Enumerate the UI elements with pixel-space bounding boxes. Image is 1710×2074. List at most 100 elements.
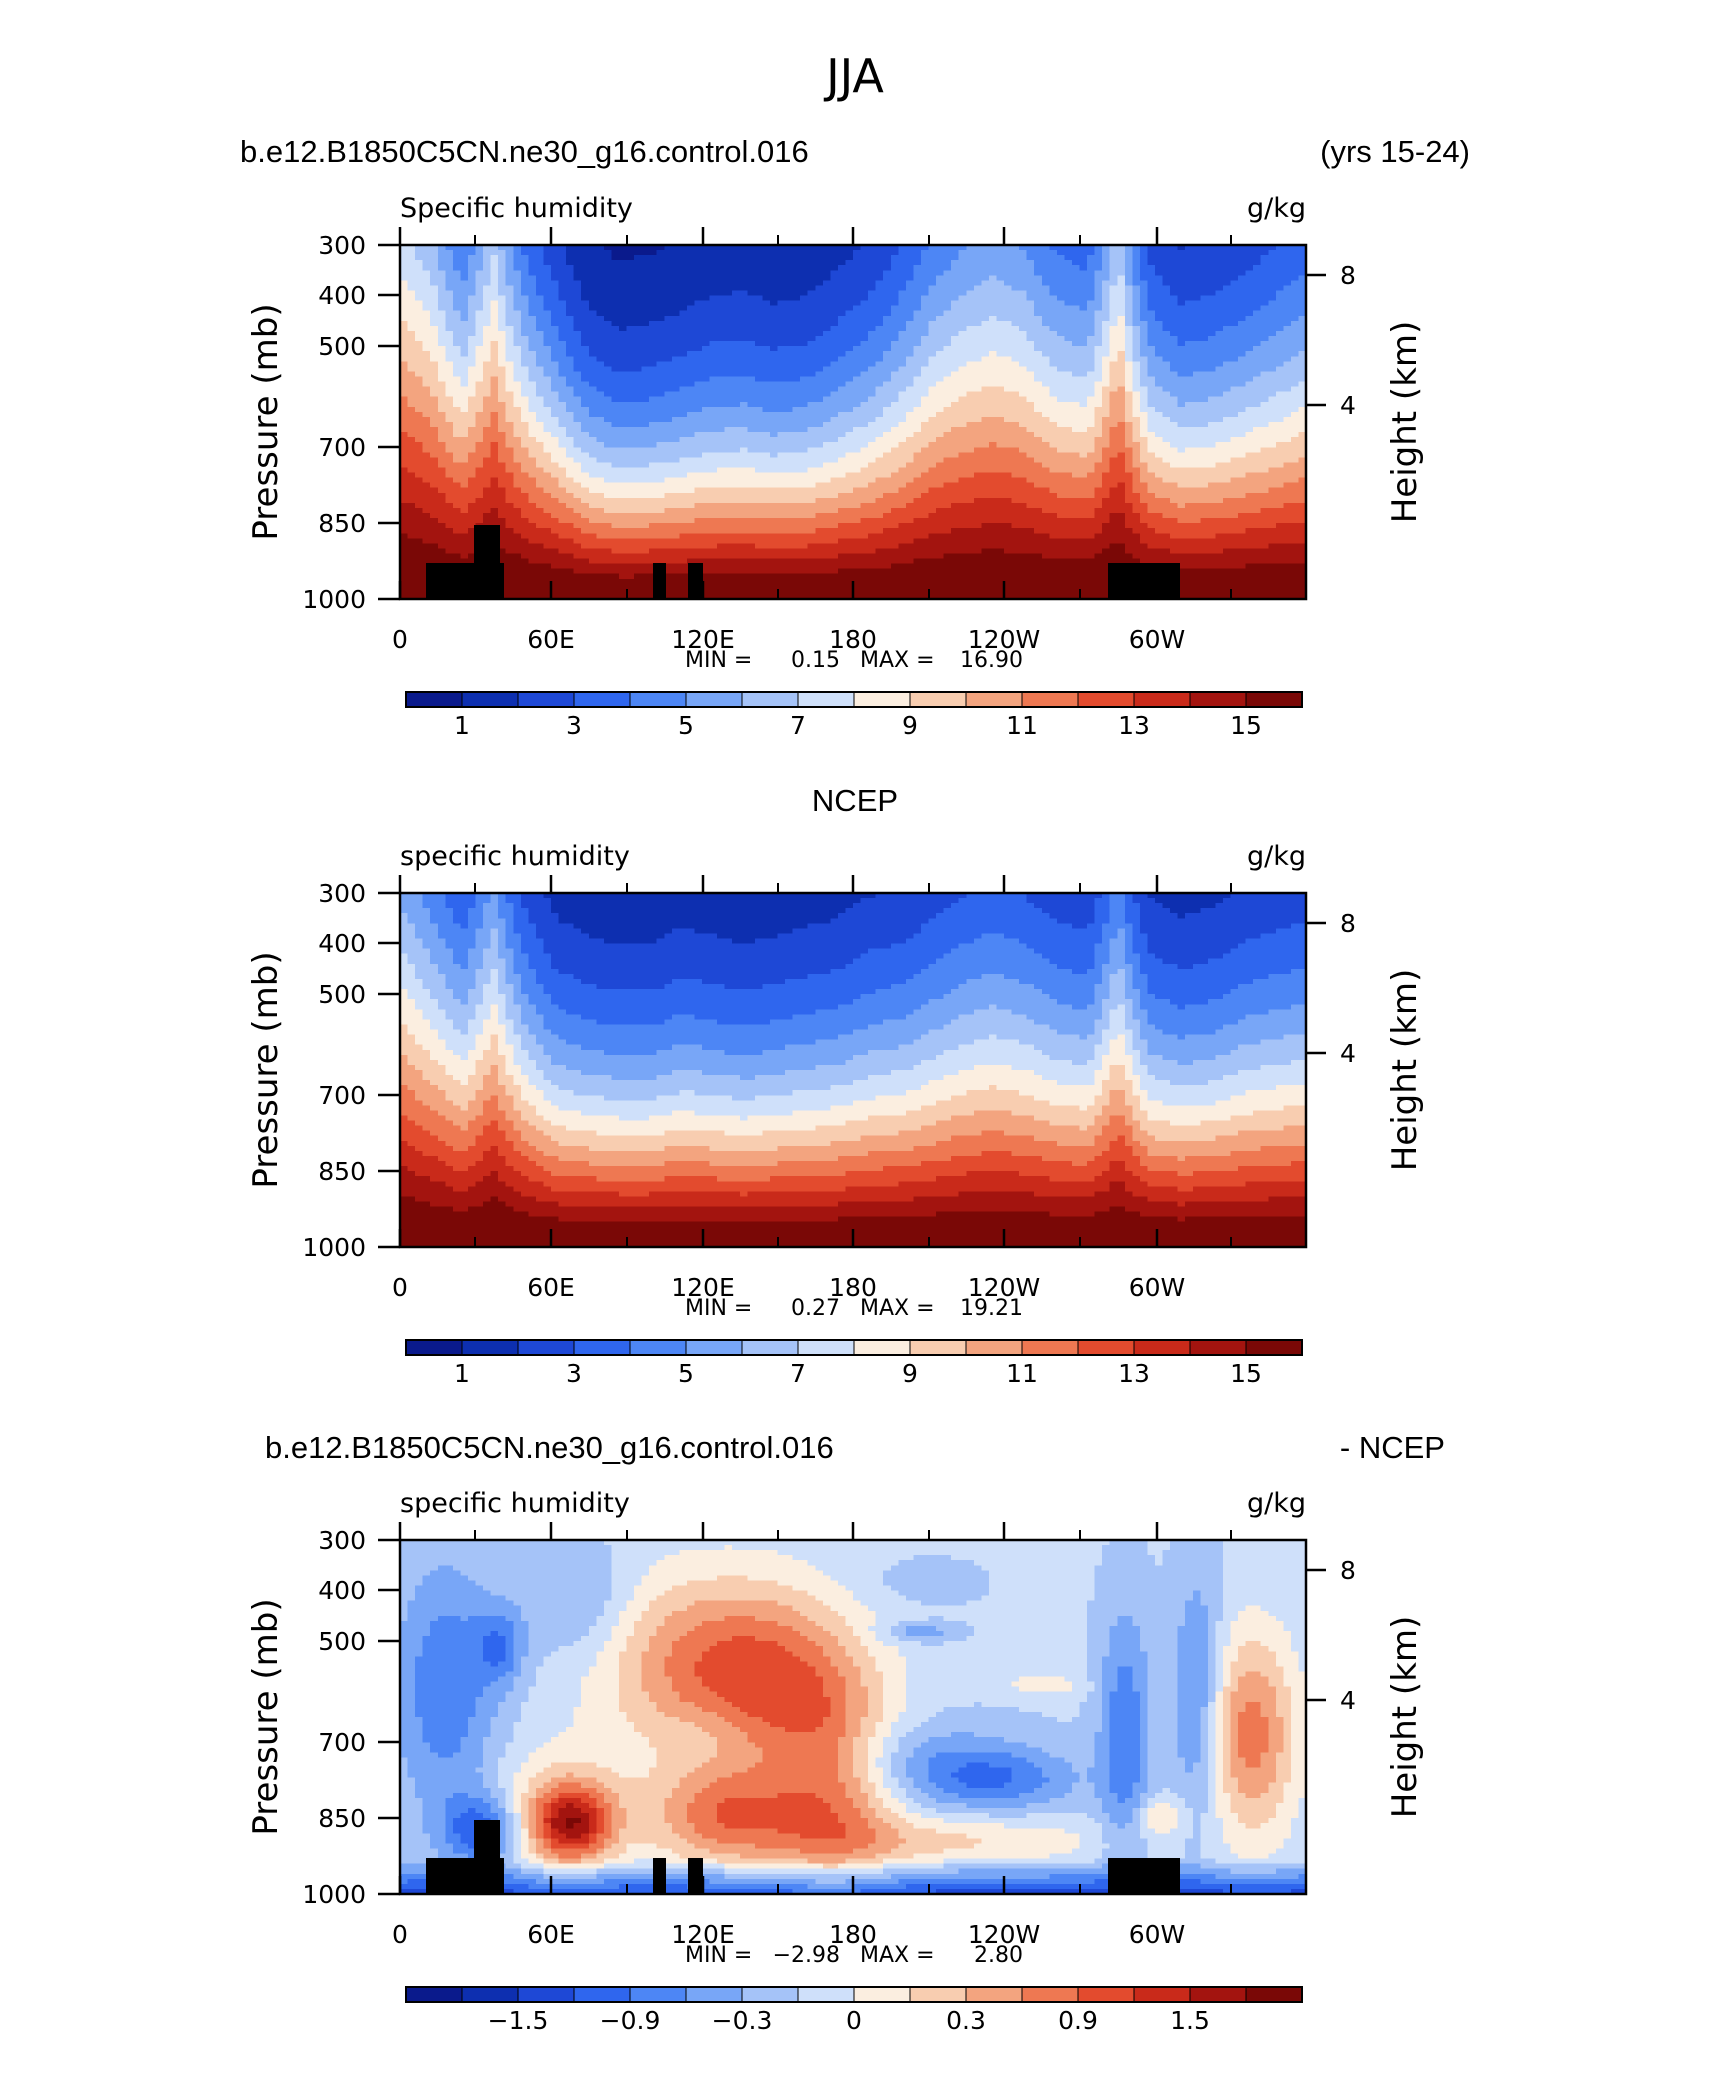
height-tick-label: 4 [1340, 1686, 1356, 1715]
height-tick-label: 8 [1340, 261, 1356, 290]
colorbar-box [742, 692, 798, 707]
colorbar-label: −0.3 [712, 2006, 773, 2035]
colorbar-label: 7 [790, 711, 806, 740]
topography-mask [1108, 563, 1180, 599]
colorbar-label: 7 [790, 1359, 806, 1388]
panel-2-variable: specific humidity [400, 841, 630, 872]
pressure-tick-label: 400 [318, 281, 366, 310]
colorbar-box [798, 1340, 854, 1355]
panel-1-variable: Specific humidity [400, 193, 633, 224]
colorbar-box [686, 1987, 742, 2002]
topography-mask [474, 1820, 500, 1894]
colorbar-box [462, 1987, 518, 2002]
panel-2-colorbar [406, 1340, 1302, 1355]
colorbar-label: 13 [1118, 1359, 1150, 1388]
longitude-tick-label: 0 [392, 625, 408, 654]
colorbar-label: −1.5 [488, 2006, 549, 2035]
pressure-tick-label: 500 [318, 1627, 366, 1656]
height-tick-label: 8 [1340, 1556, 1356, 1585]
height-tick-label: 4 [1340, 391, 1356, 420]
pressure-tick-label: 300 [318, 879, 366, 908]
colorbar-box [742, 1987, 798, 2002]
colorbar-box [966, 692, 1022, 707]
panel-3-colorbar [406, 1987, 1302, 2002]
colorbar-box [1134, 1987, 1190, 2002]
panel-1-y2-axis-label: Height (km) [1385, 321, 1425, 524]
longitude-tick-label: 0 [392, 1273, 408, 1302]
longitude-tick-label: 60W [1129, 1273, 1186, 1302]
pressure-tick-label: 850 [318, 1804, 366, 1833]
colorbar-box [854, 1340, 910, 1355]
colorbar-label: 1 [454, 1359, 470, 1388]
panel-3-y2-axis-label: Height (km) [1385, 1616, 1425, 1819]
colorbar-box [518, 1987, 574, 2002]
pressure-tick-label: 700 [318, 1728, 366, 1757]
colorbar-box [798, 1987, 854, 2002]
longitude-tick-label: 0 [392, 1920, 408, 1949]
panel-3-variable: specific humidity [400, 1488, 630, 1519]
longitude-tick-label: 60W [1129, 625, 1186, 654]
colorbar-box [1078, 1340, 1134, 1355]
pressure-tick-label: 700 [318, 1081, 366, 1110]
colorbar-box [1246, 1340, 1302, 1355]
colorbar-box [574, 692, 630, 707]
pressure-tick-label: 300 [318, 1526, 366, 1555]
colorbar-box [574, 1340, 630, 1355]
colorbar-box [1190, 1987, 1246, 2002]
colorbar-box [574, 1987, 630, 2002]
colorbar-box [518, 1340, 574, 1355]
panel-2-y2-axis-label: Height (km) [1385, 969, 1425, 1172]
pressure-tick-label: 500 [318, 980, 366, 1009]
colorbar-label: 1.5 [1170, 2006, 1210, 2035]
panel-1-colorbar [406, 692, 1302, 707]
colorbar-box [1190, 1340, 1246, 1355]
topography-mask [653, 563, 666, 599]
colorbar-label: 15 [1230, 711, 1262, 740]
longitude-tick-label: 60E [527, 1920, 575, 1949]
min-value: 0.27 [791, 1296, 840, 1321]
longitude-tick-label: 60W [1129, 1920, 1186, 1949]
colorbar-box [966, 1340, 1022, 1355]
colorbar-box [630, 1987, 686, 2002]
colorbar-label: 11 [1006, 711, 1038, 740]
colorbar-box [462, 1340, 518, 1355]
pressure-tick-label: 400 [318, 1576, 366, 1605]
colorbar-box [1078, 692, 1134, 707]
colorbar-box [1022, 692, 1078, 707]
max-label: MAX = [860, 1296, 935, 1321]
colorbar-label: 0.3 [946, 2006, 986, 2035]
min-label: MIN = [685, 1296, 752, 1321]
colorbar-box [1246, 1987, 1302, 2002]
colorbar-label: 0 [846, 2006, 862, 2035]
topography-mask [653, 1858, 666, 1894]
pressure-tick-label: 850 [318, 509, 366, 538]
colorbar-box [910, 692, 966, 707]
colorbar-box [686, 692, 742, 707]
colorbar-box [1022, 1987, 1078, 2002]
panel-1-case-title: b.e12.B1850C5CN.ne30_g16.control.016 [240, 134, 809, 169]
topography-mask [688, 1858, 703, 1894]
pressure-tick-label: 700 [318, 433, 366, 462]
figure-title: JJA [823, 49, 884, 103]
colorbar-box [1134, 1340, 1190, 1355]
colorbar-label: 9 [902, 1359, 918, 1388]
colorbar-label: 0.9 [1058, 2006, 1098, 2035]
max-value: 16.90 [960, 648, 1023, 673]
pressure-tick-label: 1000 [302, 585, 366, 614]
colorbar-label: 13 [1118, 711, 1150, 740]
panel-3-field [400, 1540, 1307, 1895]
max-value: 19.21 [960, 1296, 1023, 1321]
panel-1-case-suffix: (yrs 15-24) [1320, 134, 1470, 169]
colorbar-label: 9 [902, 711, 918, 740]
colorbar-label: 5 [678, 1359, 694, 1388]
panel-2-field [400, 893, 1307, 1248]
topography-mask [688, 563, 703, 599]
topography-mask [1108, 1858, 1180, 1894]
pressure-tick-label: 500 [318, 332, 366, 361]
colorbar-box [798, 692, 854, 707]
colorbar-label: 1 [454, 711, 470, 740]
colorbar-box [742, 1340, 798, 1355]
colorbar-label: 11 [1006, 1359, 1038, 1388]
colorbar-box [406, 1987, 462, 2002]
